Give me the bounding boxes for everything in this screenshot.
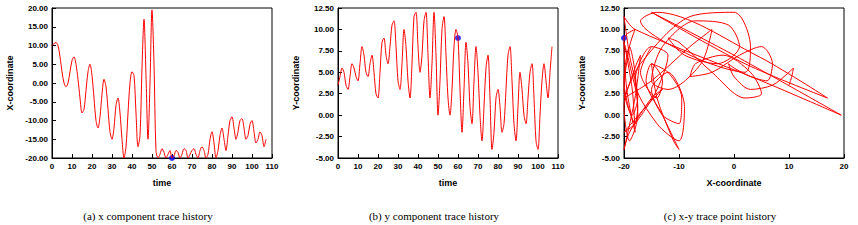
svg-text:80: 80	[494, 162, 503, 171]
svg-text:-2.50: -2.50	[316, 132, 335, 141]
svg-text:80: 80	[208, 162, 217, 171]
svg-text:Y-coordinate: Y-coordinate	[577, 56, 587, 111]
svg-text:0: 0	[336, 162, 341, 171]
svg-text:110: 110	[552, 162, 565, 171]
svg-text:70: 70	[474, 162, 483, 171]
svg-text:20.00: 20.00	[28, 4, 49, 13]
svg-text:Y-coordinate: Y-coordinate	[291, 56, 301, 111]
svg-text:(c) x-y trace point history: (c) x-y trace point history	[664, 210, 777, 223]
svg-text:-20.00: -20.00	[25, 154, 48, 163]
svg-text:100: 100	[245, 162, 259, 171]
svg-text:0.00: 0.00	[318, 111, 334, 120]
svg-text:5.00: 5.00	[32, 60, 48, 69]
svg-text:60: 60	[168, 162, 177, 171]
svg-text:-10: -10	[673, 162, 685, 171]
svg-text:0: 0	[732, 162, 737, 171]
svg-text:7.50: 7.50	[318, 46, 334, 55]
svg-text:-15.00: -15.00	[25, 135, 48, 144]
svg-text:15.00: 15.00	[28, 22, 49, 31]
svg-text:time: time	[439, 178, 458, 188]
svg-text:40: 40	[414, 162, 423, 171]
svg-text:90: 90	[514, 162, 523, 171]
svg-text:0.00: 0.00	[32, 79, 48, 88]
svg-text:20: 20	[88, 162, 97, 171]
svg-text:7.50: 7.50	[604, 46, 620, 55]
svg-text:60: 60	[454, 162, 463, 171]
svg-text:2.50: 2.50	[318, 89, 334, 98]
svg-text:30: 30	[394, 162, 403, 171]
svg-text:40: 40	[128, 162, 137, 171]
svg-text:X-coordinate: X-coordinate	[5, 55, 15, 110]
svg-text:70: 70	[188, 162, 197, 171]
svg-text:10.00: 10.00	[600, 25, 621, 34]
svg-text:100: 100	[531, 162, 545, 171]
svg-text:-5.00: -5.00	[601, 153, 620, 163]
svg-text:10.00: 10.00	[314, 25, 335, 34]
svg-text:0.00: 0.00	[604, 111, 620, 120]
svg-text:-20: -20	[618, 162, 630, 171]
svg-text:5.00: 5.00	[604, 68, 620, 77]
svg-text:0: 0	[50, 162, 55, 171]
svg-text:10: 10	[354, 162, 363, 171]
svg-text:20: 20	[840, 162, 849, 171]
svg-text:(a) x component trace history: (a) x component trace history	[83, 210, 213, 223]
svg-text:30: 30	[108, 162, 117, 171]
svg-text:X-coordinate: X-coordinate	[706, 178, 761, 188]
svg-text:110: 110	[266, 162, 279, 171]
svg-text:-5.00: -5.00	[316, 154, 335, 163]
svg-text:20: 20	[374, 162, 383, 171]
svg-text:12.50: 12.50	[314, 4, 335, 13]
svg-text:10: 10	[68, 162, 77, 171]
svg-text:-5.00: -5.00	[30, 97, 49, 106]
svg-text:2.50: 2.50	[604, 89, 620, 98]
svg-text:12.50: 12.50	[600, 4, 621, 13]
svg-text:-10.00: -10.00	[25, 116, 48, 125]
svg-text:-2.50: -2.50	[602, 132, 621, 141]
svg-text:(b) y component trace history: (b) y component trace history	[369, 210, 500, 223]
svg-text:5.00: 5.00	[318, 68, 334, 77]
svg-text:50: 50	[434, 162, 443, 171]
svg-text:10: 10	[785, 162, 794, 171]
svg-text:90: 90	[228, 162, 237, 171]
svg-text:time: time	[153, 178, 172, 188]
svg-text:10.00: 10.00	[28, 41, 49, 50]
svg-text:50: 50	[148, 162, 157, 171]
